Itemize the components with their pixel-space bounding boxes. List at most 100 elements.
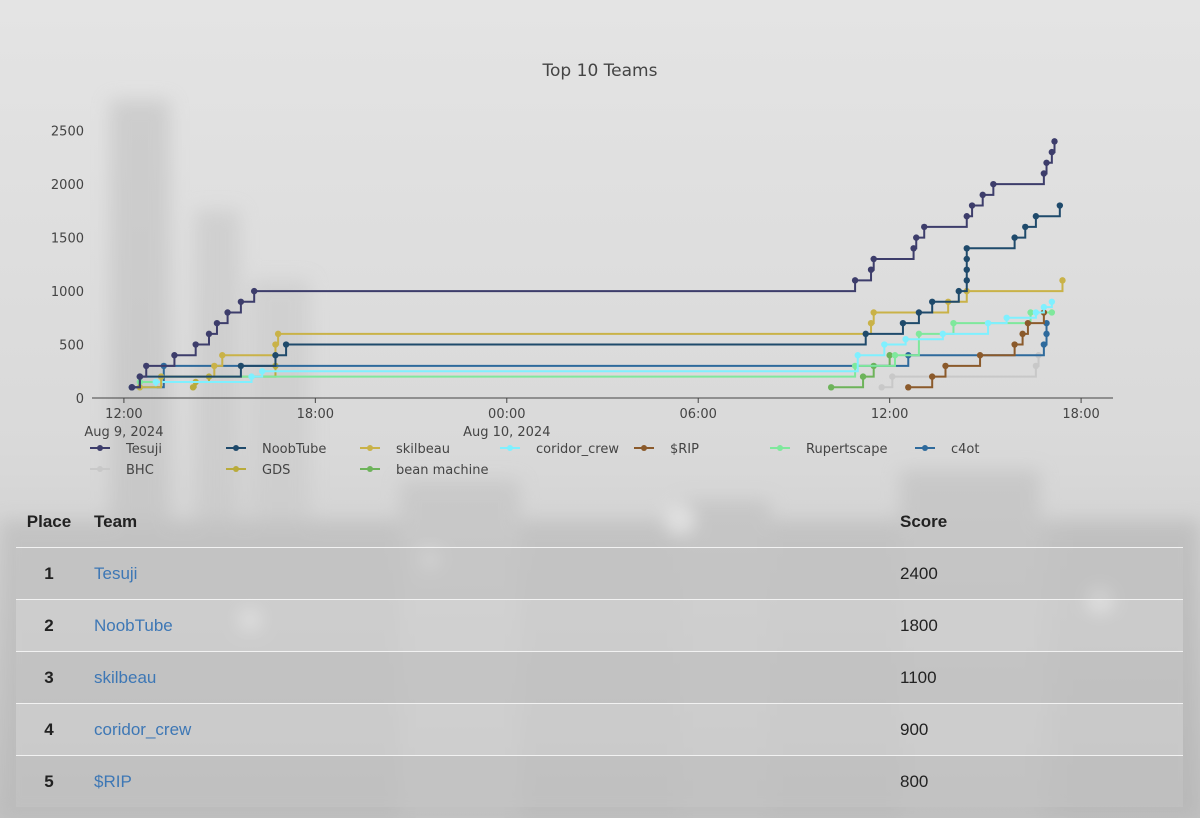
data-point[interactable] (928, 373, 936, 380)
data-point[interactable] (990, 180, 997, 188)
data-point[interactable] (881, 341, 888, 348)
data-point[interactable] (963, 245, 970, 252)
data-point[interactable] (1043, 330, 1050, 338)
data-point[interactable] (1043, 159, 1050, 166)
data-point[interactable] (248, 373, 255, 380)
data-point[interactable] (128, 384, 136, 391)
legend-item[interactable]: GDS (226, 463, 290, 478)
data-point[interactable] (963, 255, 970, 263)
legend-item[interactable]: bean machine (360, 463, 488, 478)
data-point[interactable] (915, 309, 923, 316)
data-point[interactable] (891, 352, 899, 359)
data-point[interactable] (827, 384, 835, 391)
data-point[interactable] (913, 234, 920, 241)
data-point[interactable] (910, 245, 917, 252)
team-link[interactable]: NoobTube (94, 615, 173, 635)
data-point[interactable] (867, 266, 875, 273)
data-point[interactable] (205, 330, 213, 338)
data-point[interactable] (189, 384, 197, 391)
legend-item[interactable]: $RIP (634, 442, 699, 457)
data-point[interactable] (851, 277, 859, 284)
data-point[interactable] (963, 213, 970, 220)
data-point[interactable] (237, 362, 245, 370)
data-point[interactable] (237, 298, 245, 305)
data-point[interactable] (968, 202, 976, 209)
data-point[interactable] (258, 368, 266, 375)
data-point[interactable] (905, 384, 912, 391)
data-point[interactable] (1040, 341, 1048, 348)
team-link[interactable]: Tesuji (94, 563, 138, 583)
legend-item[interactable]: c4ot (915, 442, 979, 457)
team-link[interactable]: $RIP (94, 771, 132, 791)
legend-item[interactable]: Tesuji (90, 442, 162, 457)
x-tick-date-label: Aug 10, 2024 (463, 425, 550, 440)
data-point[interactable] (1032, 309, 1040, 316)
legend-marker (97, 445, 103, 451)
data-point[interactable] (1048, 148, 1056, 156)
data-point[interactable] (963, 277, 970, 284)
data-point[interactable] (955, 287, 962, 295)
data-point[interactable] (915, 330, 923, 338)
data-point[interactable] (272, 341, 279, 348)
legend-item[interactable]: coridor_crew (500, 442, 619, 457)
legend-item[interactable]: Rupertscape (770, 442, 888, 457)
data-point[interactable] (250, 287, 258, 295)
data-point[interactable] (851, 362, 859, 370)
data-point[interactable] (939, 330, 947, 338)
data-point[interactable] (1040, 303, 1048, 311)
data-point[interactable] (1022, 223, 1029, 231)
data-point[interactable] (1032, 213, 1040, 220)
data-point[interactable] (889, 373, 896, 380)
data-point[interactable] (921, 223, 928, 231)
data-point[interactable] (1051, 138, 1058, 145)
data-point[interactable] (136, 373, 144, 380)
legend-item[interactable]: NoobTube (226, 442, 326, 457)
data-point[interactable] (862, 330, 869, 338)
data-point[interactable] (1003, 314, 1010, 322)
data-point[interactable] (1032, 362, 1040, 370)
data-point[interactable] (984, 319, 992, 327)
data-point[interactable] (1027, 309, 1034, 316)
data-point[interactable] (1043, 319, 1050, 327)
data-point[interactable] (928, 298, 936, 305)
data-point[interactable] (213, 319, 221, 327)
data-point[interactable] (274, 330, 282, 338)
place-cell: 4 (16, 703, 82, 756)
data-point[interactable] (143, 362, 150, 370)
data-point[interactable] (878, 384, 885, 391)
data-point[interactable] (1048, 309, 1056, 316)
data-point[interactable] (950, 319, 957, 327)
data-point[interactable] (1011, 341, 1018, 348)
data-point[interactable] (870, 309, 877, 316)
data-point[interactable] (224, 309, 231, 316)
legend-item[interactable]: skilbeau (360, 442, 450, 457)
data-point[interactable] (963, 266, 970, 273)
data-point[interactable] (1040, 170, 1048, 177)
data-point[interactable] (272, 352, 279, 359)
team-link[interactable]: skilbeau (94, 667, 157, 687)
data-point[interactable] (899, 319, 907, 327)
data-point[interactable] (942, 362, 949, 370)
data-point[interactable] (1024, 319, 1032, 327)
data-point[interactable] (211, 362, 218, 370)
team-link[interactable]: coridor_crew (94, 719, 192, 739)
data-point[interactable] (282, 341, 290, 348)
data-point[interactable] (1056, 202, 1064, 209)
data-point[interactable] (867, 319, 875, 327)
data-point[interactable] (854, 352, 861, 359)
data-point[interactable] (219, 352, 226, 359)
data-point[interactable] (1019, 330, 1026, 338)
data-point[interactable] (859, 373, 867, 380)
data-point[interactable] (171, 352, 178, 359)
data-point[interactable] (902, 335, 909, 343)
data-point[interactable] (886, 352, 893, 359)
data-point[interactable] (870, 255, 877, 263)
data-point[interactable] (1048, 298, 1056, 305)
data-point[interactable] (1011, 234, 1018, 241)
data-point[interactable] (976, 352, 984, 359)
data-point[interactable] (1059, 277, 1066, 284)
data-point[interactable] (979, 191, 986, 199)
data-point[interactable] (152, 378, 160, 386)
legend-item[interactable]: BHC (90, 463, 154, 478)
data-point[interactable] (192, 341, 199, 348)
